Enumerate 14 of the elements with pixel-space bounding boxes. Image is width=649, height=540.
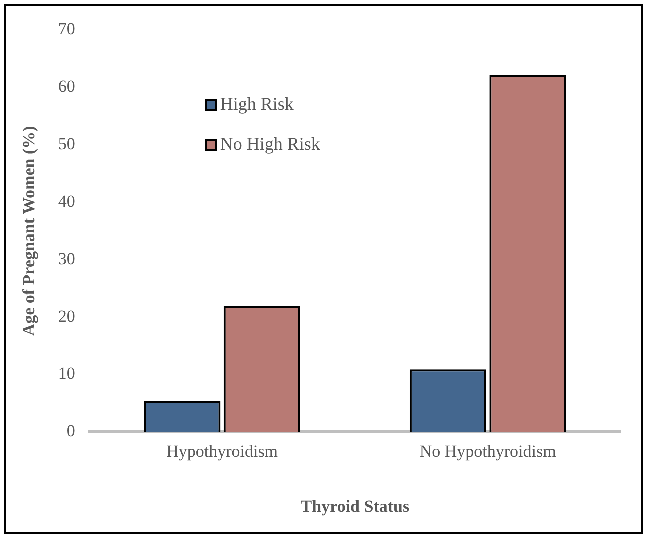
y-tick-label: 60 (58, 77, 76, 96)
x-tick-label: No Hypothyroidism (420, 442, 556, 461)
y-tick-label: 20 (58, 306, 76, 326)
y-axis-title: Age of Pregnant Women (%) (20, 126, 39, 336)
y-tick-label: 40 (58, 192, 76, 211)
legend-label: No High Risk (220, 134, 320, 154)
x-tick-label: Hypothyroidism (166, 442, 278, 461)
x-axis-title: Thyroid Status (300, 497, 410, 516)
y-tick-label: 70 (58, 20, 76, 39)
y-tick-label: 10 (58, 364, 76, 384)
y-tick-label: 0 (66, 422, 76, 441)
y-tick-label: 30 (58, 249, 76, 268)
legend-label: High Risk (220, 94, 294, 114)
y-tick-label: 50 (58, 134, 76, 154)
